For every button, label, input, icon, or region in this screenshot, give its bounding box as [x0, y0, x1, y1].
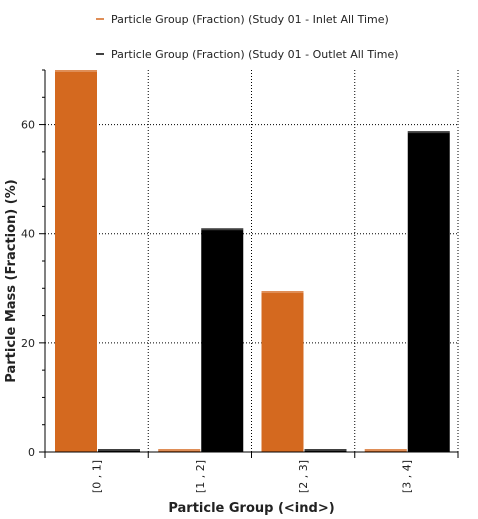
- bar-0-1: [158, 449, 201, 452]
- bar-highlight-0-2: [261, 291, 304, 294]
- x-tick-label-2: [2 , 3]: [297, 460, 310, 493]
- bar-1-2: [304, 449, 347, 452]
- bar-0-3: [364, 449, 407, 452]
- y-tick-label-2: 40: [21, 228, 35, 241]
- bar-highlight-1-2: [304, 449, 347, 451]
- bar-1-1: [201, 228, 244, 452]
- bar-highlight-0-3: [364, 449, 407, 451]
- y-tick-label-1: 20: [21, 337, 35, 350]
- bar-highlight-0-0: [55, 70, 97, 72]
- legend-label-1: Particle Group (Fraction) (Study 01 - Ou…: [111, 48, 399, 61]
- bar-highlight-1-0: [98, 449, 140, 451]
- legend-label-0: Particle Group (Fraction) (Study 01 - In…: [111, 13, 389, 26]
- y-axis-title: Particle Mass (Fraction) (%): [4, 179, 19, 382]
- x-tick-label-3: [3 , 4]: [400, 460, 413, 493]
- y-tick-label-0: 0: [28, 446, 35, 459]
- x-tick-label-1: [1 , 2]: [194, 460, 207, 493]
- y-tick-label-3: 60: [21, 119, 35, 132]
- bar-1-0: [98, 449, 140, 452]
- bar-highlight-1-1: [201, 228, 244, 231]
- x-tick-label-0: [0 , 1]: [91, 460, 104, 493]
- bar-highlight-1-3: [407, 131, 450, 134]
- bar-highlight-0-1: [158, 449, 201, 451]
- bar-0-2: [261, 291, 304, 452]
- x-axis-title: Particle Group (<ind>): [168, 501, 334, 515]
- bar-1-3: [407, 131, 450, 452]
- bar-0-0: [55, 70, 97, 452]
